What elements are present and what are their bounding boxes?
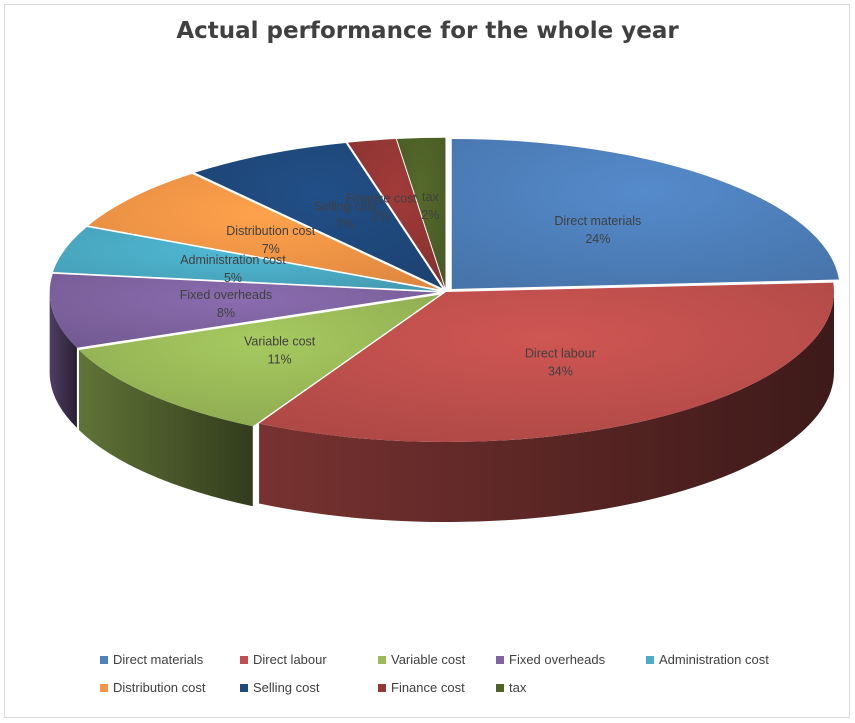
legend-swatch <box>240 655 248 664</box>
pie-slice-finance-cost <box>347 139 445 288</box>
legend-swatch <box>378 655 386 664</box>
slice-label-percent-distribution-cost: 7% <box>262 242 280 256</box>
pie-slice-tax <box>396 137 446 288</box>
slice-label-percent-administration-cost: 5% <box>224 271 242 285</box>
legend-label: Administration cost <box>659 652 769 667</box>
pie-side-variable-cost <box>78 349 253 507</box>
pie-slice-direct-labour <box>259 282 834 443</box>
legend-swatch <box>378 683 386 692</box>
legend-item-direct-materials: Direct materials <box>100 652 203 667</box>
pie-labels: Direct materials 24% Direct labour 34% Varia… <box>180 190 642 379</box>
legend-label: Direct labour <box>253 652 327 667</box>
slice-label-percent-variable-cost: 11% <box>268 352 292 366</box>
legend-item-fixed-overheads: Fixed overheads <box>496 652 605 667</box>
legend-item-variable-cost: Variable cost <box>378 652 465 667</box>
pie-side-fixed-overheads <box>49 292 77 428</box>
slice-label-name-tax: tax <box>422 190 439 204</box>
legend-swatch <box>496 683 504 692</box>
slice-label-name-direct-labour: Direct labour <box>525 347 596 361</box>
slice-label-name-selling-cost: Selling cost <box>313 200 377 214</box>
legend-swatch <box>646 655 654 664</box>
slice-label-name-finance-cost: Finance cost <box>346 192 417 206</box>
legend-swatch <box>240 683 248 692</box>
legend-label: tax <box>509 680 527 695</box>
legend-swatch <box>496 655 504 664</box>
pie-tops <box>49 137 839 443</box>
slice-label-name-administration-cost: Administration cost <box>180 253 286 267</box>
slice-label-percent-selling-cost: 7% <box>336 218 354 232</box>
pie-sides <box>49 292 834 522</box>
slice-label-percent-direct-materials: 24% <box>585 232 610 246</box>
slice-label-percent-tax: 2% <box>421 208 439 222</box>
legend-item-administration-cost: Administration cost <box>646 652 769 667</box>
legend-label: Direct materials <box>113 652 204 667</box>
legend-swatch <box>100 655 108 664</box>
legend-label: Distribution cost <box>113 680 206 695</box>
legend-swatch <box>100 683 108 692</box>
legend-label: Variable cost <box>391 652 466 667</box>
slice-label-percent-direct-labour: 34% <box>548 365 573 379</box>
pie-slice-variable-cost <box>78 294 440 427</box>
slice-label-name-direct-materials: Direct materials <box>554 214 641 228</box>
slice-label-percent-fixed-overheads: 8% <box>217 306 235 320</box>
legend-label: Selling cost <box>253 680 320 695</box>
pie-slice-distribution-cost <box>88 173 440 290</box>
legend-item-finance-cost: Finance cost <box>378 680 465 695</box>
legend-item-distribution-cost: Distribution cost <box>100 680 205 695</box>
slice-label-name-variable-cost: Variable cost <box>244 334 316 348</box>
legend-item-direct-labour: Direct labour <box>240 652 327 667</box>
legend-label: Finance cost <box>391 680 465 695</box>
pie-slice-direct-materials <box>451 138 839 289</box>
slice-label-name-fixed-overheads: Fixed overheads <box>180 288 272 302</box>
slice-label-percent-finance-cost: 2% <box>372 210 390 224</box>
legend-label: Fixed overheads <box>509 652 606 667</box>
chart-title: Actual performance for the whole year <box>176 18 679 44</box>
slice-label-name-distribution-cost: Distribution cost <box>226 224 315 238</box>
pie-slice-fixed-overheads <box>49 273 438 348</box>
pie-slice-administration-cost <box>52 226 438 291</box>
legend-item-tax: tax <box>496 680 526 695</box>
pie-side-direct-labour <box>259 292 834 522</box>
legend-item-selling-cost: Selling cost <box>240 680 319 695</box>
pie-slice-selling-cost <box>194 142 443 289</box>
